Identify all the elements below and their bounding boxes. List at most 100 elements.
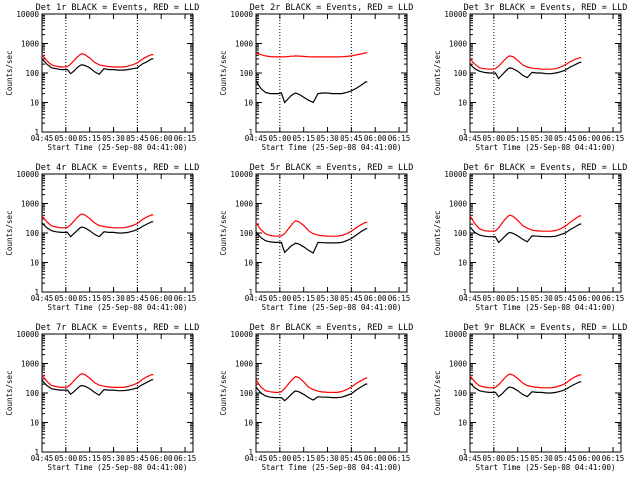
y-tick-label: 10 bbox=[244, 259, 254, 268]
x-tick-label: 04:45 bbox=[459, 134, 482, 143]
plot-frame bbox=[41, 333, 194, 453]
plot-frame bbox=[255, 173, 408, 293]
x-tick-label: 05:30 bbox=[102, 134, 125, 143]
y-tick-label: 10 bbox=[458, 259, 468, 268]
panel-4: Det 4r BLACK = Events, RED = LLD 1 10 100 10… bbox=[5, 163, 199, 312]
x-tick-label: 06:00 bbox=[364, 134, 387, 143]
x-tick-label: 05:45 bbox=[340, 294, 363, 303]
x-tick-label: 06:00 bbox=[578, 454, 601, 463]
y-tick-label: 10 bbox=[244, 419, 254, 428]
x-axis-label: Start Time (25-Sep-08 04:41:00) bbox=[48, 303, 188, 312]
x-tick-label: 05:45 bbox=[126, 454, 149, 463]
y-axis-label: Counts/sec bbox=[5, 370, 14, 415]
panel-title: Det 1r BLACK = Events, RED = LLD bbox=[36, 3, 200, 13]
panel-title: Det 6r BLACK = Events, RED = LLD bbox=[464, 163, 628, 173]
y-tick-label: 100 bbox=[453, 389, 467, 398]
y-tick-label: 10 bbox=[458, 419, 468, 428]
x-tick-label: 06:00 bbox=[578, 134, 601, 143]
y-tick-label: 1000 bbox=[449, 360, 468, 369]
x-tick-label: 05:30 bbox=[530, 134, 553, 143]
y-tick-label: 10000 bbox=[16, 10, 39, 19]
x-tick-label: 05:00 bbox=[55, 134, 78, 143]
y-axis-label: Counts/sec bbox=[5, 50, 14, 95]
x-axis-label: Start Time (25-Sep-08 04:41:00) bbox=[476, 143, 616, 152]
x-axis-label: Start Time (25-Sep-08 04:41:00) bbox=[262, 143, 402, 152]
y-axis-label: Counts/sec bbox=[219, 50, 228, 95]
x-tick-label: 05:15 bbox=[292, 134, 315, 143]
y-tick-label: 10 bbox=[30, 99, 40, 108]
x-tick-label: 06:15 bbox=[388, 294, 411, 303]
y-tick-label: 100 bbox=[25, 69, 39, 78]
x-tick-label: 05:15 bbox=[506, 454, 529, 463]
x-tick-label: 05:00 bbox=[483, 294, 506, 303]
y-tick-label: 1000 bbox=[21, 200, 40, 209]
x-tick-label: 06:15 bbox=[602, 294, 625, 303]
x-tick-label: 06:15 bbox=[602, 454, 625, 463]
x-tick-label: 04:45 bbox=[31, 454, 54, 463]
x-tick-label: 05:00 bbox=[55, 294, 78, 303]
lld-series-line bbox=[255, 52, 368, 58]
x-tick-label: 06:15 bbox=[174, 294, 197, 303]
x-tick-label: 05:00 bbox=[483, 134, 506, 143]
y-axis-label: Counts/sec bbox=[219, 370, 228, 415]
x-tick-label: 05:45 bbox=[126, 294, 149, 303]
y-tick-label: 1 bbox=[34, 128, 39, 137]
panel-title: Det 8r BLACK = Events, RED = LLD bbox=[250, 323, 414, 333]
y-tick-label: 1000 bbox=[21, 40, 40, 49]
x-tick-label: 05:45 bbox=[554, 134, 577, 143]
y-tick-label: 10000 bbox=[16, 170, 39, 179]
panel-title: Det 9r BLACK = Events, RED = LLD bbox=[464, 323, 628, 333]
events-series-line bbox=[41, 379, 154, 396]
x-tick-label: 06:00 bbox=[150, 294, 173, 303]
panel-title: Det 7r BLACK = Events, RED = LLD bbox=[36, 323, 200, 333]
x-tick-label: 06:00 bbox=[364, 294, 387, 303]
panel-9: Det 9r BLACK = Events, RED = LLD 1 10 100 10… bbox=[433, 323, 627, 472]
panel-1: Det 1r BLACK = Events, RED = LLD 1 10 100 10… bbox=[5, 3, 199, 152]
x-tick-label: 06:00 bbox=[578, 294, 601, 303]
x-tick-label: 05:30 bbox=[316, 294, 339, 303]
events-series-line bbox=[41, 58, 154, 76]
panel-7: Det 7r BLACK = Events, RED = LLD 1 10 100 10… bbox=[5, 323, 199, 472]
lld-series-line bbox=[469, 55, 582, 70]
x-tick-label: 05:15 bbox=[292, 294, 315, 303]
panel-8: Det 8r BLACK = Events, RED = LLD 1 10 100 10… bbox=[219, 323, 413, 472]
panel-5: Det 5r BLACK = Events, RED = LLD 1 10 100 10… bbox=[219, 163, 413, 312]
y-tick-label: 1 bbox=[34, 448, 39, 457]
x-tick-label: 05:15 bbox=[292, 454, 315, 463]
panel-6: Det 6r BLACK = Events, RED = LLD 1 10 100 10… bbox=[433, 163, 627, 312]
y-tick-label: 1000 bbox=[21, 360, 40, 369]
x-tick-label: 05:00 bbox=[269, 454, 292, 463]
y-axis-label: Counts/sec bbox=[433, 370, 442, 415]
x-tick-label: 05:30 bbox=[102, 294, 125, 303]
events-series-line bbox=[469, 381, 582, 398]
x-tick-label: 04:45 bbox=[245, 294, 268, 303]
x-tick-label: 05:00 bbox=[269, 134, 292, 143]
y-tick-label: 1 bbox=[248, 288, 253, 297]
y-tick-label: 10 bbox=[30, 259, 40, 268]
y-tick-label: 1 bbox=[34, 288, 39, 297]
panel-title: Det 3r BLACK = Events, RED = LLD bbox=[464, 3, 628, 13]
x-tick-label: 06:15 bbox=[174, 454, 197, 463]
events-series-line bbox=[255, 228, 368, 254]
y-tick-label: 1000 bbox=[449, 200, 468, 209]
x-axis-label: Start Time (25-Sep-08 04:41:00) bbox=[476, 303, 616, 312]
x-tick-label: 05:45 bbox=[126, 134, 149, 143]
panel-2: Det 2r BLACK = Events, RED = LLD 1 10 100 10… bbox=[219, 3, 413, 152]
x-tick-label: 06:15 bbox=[602, 134, 625, 143]
y-tick-label: 10 bbox=[244, 99, 254, 108]
panel-3: Det 3r BLACK = Events, RED = LLD 1 10 100 10… bbox=[433, 3, 627, 152]
x-tick-label: 06:00 bbox=[150, 454, 173, 463]
y-axis-label: Counts/sec bbox=[433, 210, 442, 255]
y-tick-label: 1000 bbox=[235, 40, 254, 49]
events-series-line bbox=[41, 221, 154, 238]
x-tick-label: 05:30 bbox=[316, 454, 339, 463]
x-tick-label: 06:15 bbox=[388, 454, 411, 463]
x-tick-label: 04:45 bbox=[31, 134, 54, 143]
lld-series-line bbox=[41, 53, 154, 68]
y-tick-label: 10000 bbox=[16, 330, 39, 339]
y-tick-label: 1000 bbox=[449, 40, 468, 49]
x-tick-label: 05:00 bbox=[269, 294, 292, 303]
x-tick-label: 05:30 bbox=[530, 294, 553, 303]
x-tick-label: 04:45 bbox=[459, 294, 482, 303]
y-tick-label: 10000 bbox=[444, 10, 467, 19]
